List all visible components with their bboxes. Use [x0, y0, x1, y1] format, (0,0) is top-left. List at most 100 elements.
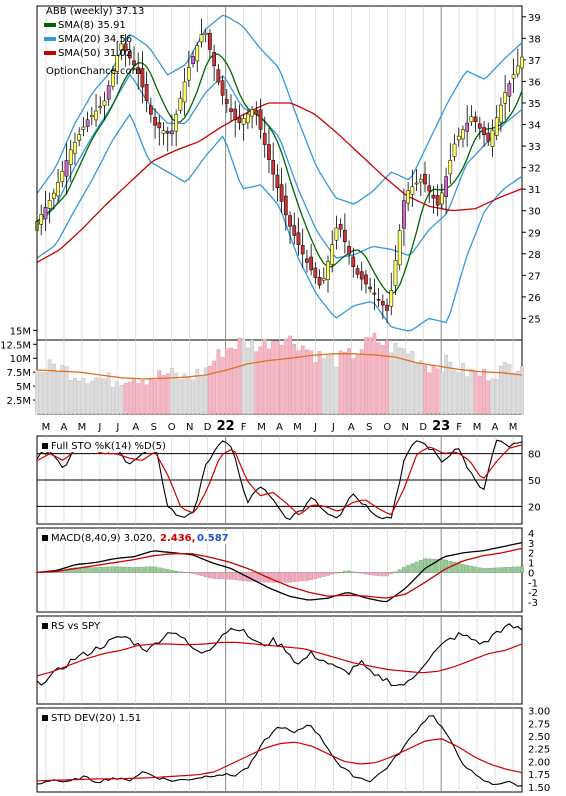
candle-body	[338, 224, 343, 230]
volume-bar	[342, 351, 347, 415]
candle-body	[229, 108, 233, 112]
macd-hist-bar	[313, 572, 318, 579]
macd-hist-bar	[224, 572, 229, 580]
volume-bar	[35, 369, 39, 415]
volume-bar	[275, 340, 280, 415]
candle-body	[305, 258, 309, 263]
volume-bar	[326, 354, 330, 415]
volume-bar	[178, 379, 183, 415]
macd-hist-bar	[288, 572, 292, 583]
std-tick-label: 2.75	[528, 719, 550, 730]
volume-bar	[170, 368, 174, 415]
volume-bar	[262, 339, 267, 415]
volume-bar	[220, 357, 225, 415]
candle-body	[372, 292, 377, 295]
candle-body	[136, 67, 141, 74]
volume-bar	[292, 344, 297, 415]
sma50-line	[36, 102, 523, 263]
macd-hist-bar	[376, 572, 381, 576]
macd-hist-bar	[279, 572, 284, 583]
macd-hist-bar	[157, 567, 162, 573]
macd-hist-bar	[186, 572, 191, 574]
price-tick-label: 26	[528, 293, 541, 304]
price-tick-label: 32	[528, 164, 541, 175]
candle-body	[132, 60, 136, 66]
volume-bar	[203, 367, 208, 415]
macd-hist-bar	[229, 572, 233, 580]
macd-signal-line	[36, 547, 523, 599]
volume-bar	[165, 373, 170, 415]
candle-body	[456, 135, 461, 141]
price-tick-label: 27	[528, 271, 541, 282]
macd-value-red: 2.436,	[160, 533, 195, 544]
x-axis-label: M	[509, 422, 518, 433]
volume-bar	[486, 380, 491, 415]
volume-bar	[380, 344, 385, 415]
macd-hist-bar	[452, 562, 457, 573]
candle-body	[486, 132, 491, 142]
legend-label: ABB (weekly) 37.13	[46, 6, 144, 17]
candle-body	[246, 113, 250, 124]
candle-body	[178, 97, 183, 111]
macd-hist-bar	[195, 572, 200, 575]
macd-hist-bar	[153, 566, 157, 573]
volume-bar	[56, 371, 60, 415]
volume-bar	[153, 379, 157, 415]
std-tick-label: 2.00	[528, 757, 550, 768]
macd-hist-bar	[507, 567, 512, 573]
candle-body	[317, 276, 322, 286]
volume-bar	[499, 365, 503, 415]
volume-bar	[102, 378, 107, 415]
macd-hist-bar	[233, 572, 238, 581]
candle-body	[123, 43, 128, 52]
price-tick-label: 25	[528, 314, 541, 325]
candle-body	[81, 126, 86, 130]
candle-body	[477, 123, 482, 129]
macd-title-bg	[39, 531, 233, 544]
macd-tick-label: 0	[528, 568, 534, 579]
volume-bar	[389, 352, 394, 415]
candle-body	[85, 119, 90, 127]
price-tick-label: 39	[528, 13, 541, 24]
x-axis-label: D	[419, 422, 427, 433]
macd-hist-bar	[85, 567, 90, 573]
candle-body	[153, 117, 157, 126]
price-tick-label: 28	[528, 250, 541, 261]
macd-hist-bar	[191, 572, 195, 574]
x-axis-label: F	[241, 422, 247, 433]
volume-bar	[191, 379, 195, 415]
x-axis-label: M	[42, 422, 51, 433]
volume-bar	[132, 379, 136, 415]
candle-body	[64, 160, 69, 177]
volume-bar	[245, 347, 250, 415]
candle-body	[473, 116, 478, 122]
stochastic-title-marker	[42, 443, 48, 449]
macd-hist-bar	[136, 567, 141, 573]
volume-bar	[427, 372, 432, 415]
stochastic-title-bg	[39, 439, 171, 452]
macd-hist-bar	[347, 570, 351, 573]
candle-body	[414, 182, 419, 185]
volume-bar	[136, 383, 141, 415]
volume-bar	[161, 375, 166, 415]
volume-bar	[482, 368, 486, 415]
candle-body	[321, 278, 326, 281]
std-tick-label: 1.50	[528, 783, 550, 794]
x-axis-label: O	[168, 422, 176, 433]
volume-bar	[368, 337, 373, 415]
volume-bar	[359, 349, 364, 415]
volume-bar	[85, 383, 90, 415]
macd-hist-bar	[148, 566, 153, 573]
volume-bar	[115, 381, 120, 415]
candle-body	[402, 200, 406, 229]
bollinger-lower	[36, 113, 523, 332]
volume-bar	[212, 360, 217, 415]
candle-body	[330, 244, 335, 265]
macd-hist-bar	[321, 572, 326, 577]
macd-hist-bar	[178, 571, 183, 573]
macd-hist-bar	[317, 572, 322, 578]
volume-bar	[385, 340, 389, 415]
price-tick-label: 37	[528, 56, 541, 67]
